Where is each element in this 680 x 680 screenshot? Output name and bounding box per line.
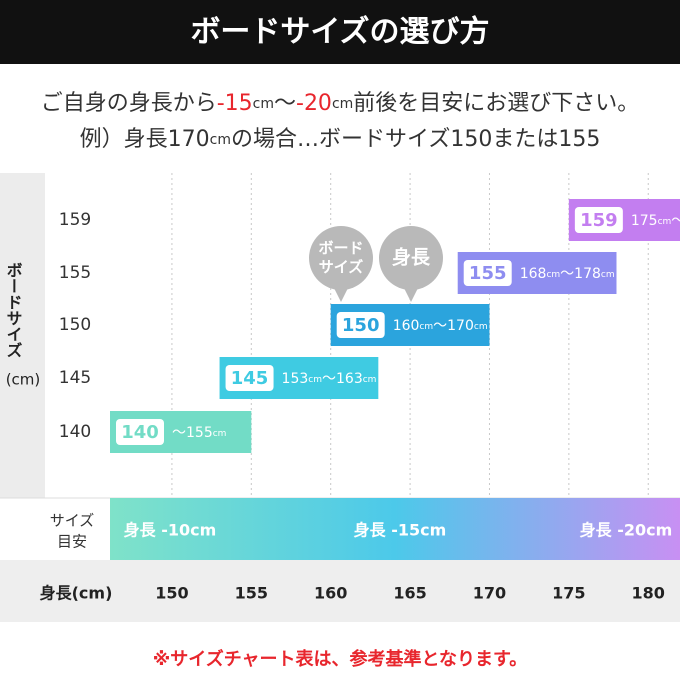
annotation: 身長: [392, 246, 431, 269]
guide-bar: [110, 498, 680, 560]
guide-item: 身長 -20cm: [580, 521, 673, 540]
subtitle: 例）身長170cmの場合…ボードサイズ150または155: [80, 127, 601, 152]
annotation: ボード: [318, 239, 363, 257]
size-badge-label: 150: [342, 315, 380, 336]
x-tick-label: 160: [314, 584, 347, 603]
annotation: サイズ: [319, 258, 364, 276]
y-label-bg: [0, 173, 45, 560]
guide-label: サイズ: [50, 512, 95, 530]
x-tick-label: 150: [155, 584, 188, 603]
value-label: 〜155cm: [172, 425, 226, 441]
value-label: 175cm〜: [631, 213, 680, 229]
size-badge: [116, 419, 164, 445]
x-tick-label: 155: [235, 584, 268, 603]
value-label: 153cm〜163cm: [282, 371, 377, 387]
guide-item: 身長 -15cm: [354, 521, 447, 540]
header-bg: [0, 0, 680, 64]
guide-label: 目安: [57, 533, 87, 551]
x-axis-bg: [0, 560, 680, 622]
value-label: 160cm〜170cm: [393, 318, 488, 334]
y-axis-label: ボードサイズ: [4, 262, 23, 358]
value-label: 168cm〜178cm: [520, 266, 615, 282]
annotation-bubble: [379, 226, 443, 290]
y-tick-label: 159: [59, 210, 91, 230]
x-tick-label: 170: [473, 584, 506, 603]
x-tick-label: 175: [552, 584, 585, 603]
x-tick-label: 180: [632, 584, 665, 603]
footnote: ※サイズチャート表は、参考基準となります。: [153, 648, 527, 670]
size-badge: [574, 207, 623, 233]
y-tick-label: 145: [59, 368, 91, 388]
size-badge-label: 159: [580, 210, 618, 231]
size-badge: [336, 312, 385, 338]
annotation-bubble: [403, 286, 419, 302]
size-badge: [225, 365, 274, 391]
y-tick-label: 155: [59, 263, 91, 283]
size-badge-label: 145: [231, 368, 269, 389]
size-badge: [463, 260, 512, 286]
y-tick-label: 150: [59, 315, 91, 335]
subtitle: ご自身の身長から-15cm〜-20cm前後を目安にお選び下さい。: [41, 91, 640, 116]
guide-item: 身長 -10cm: [124, 521, 217, 540]
y-axis-unit: (cm): [6, 371, 41, 389]
x-axis-label: 身長(cm): [40, 584, 113, 603]
size-badge-label: 155: [469, 263, 507, 284]
annotation-bubble: [333, 286, 349, 302]
size-badge-label: 140: [121, 422, 159, 443]
y-tick-label: 140: [59, 422, 91, 442]
annotation-bubble: [309, 226, 373, 290]
chart-title: ボードサイズの選び方: [190, 15, 489, 50]
x-tick-label: 165: [393, 584, 426, 603]
